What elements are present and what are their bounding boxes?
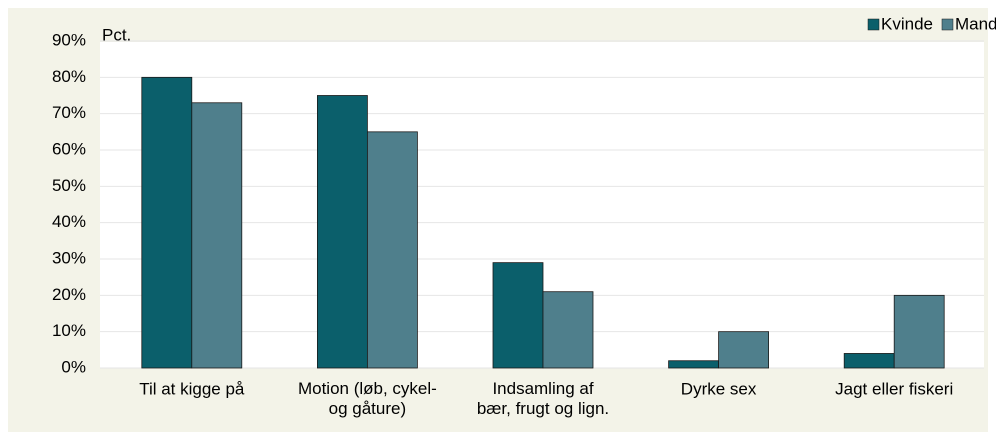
bar <box>141 76 193 369</box>
y-tick-label: 80% <box>52 67 86 86</box>
bar <box>492 262 544 369</box>
bar <box>668 360 719 369</box>
bar <box>316 95 368 369</box>
y-tick-label: 50% <box>52 176 86 195</box>
bar <box>366 131 418 369</box>
y-tick-label: 60% <box>52 139 86 158</box>
bar <box>843 353 895 369</box>
y-tick-label: 30% <box>52 248 86 267</box>
legend-label: Kvinde <box>881 14 933 33</box>
y-tick-label: 90% <box>52 30 86 49</box>
y-tick-label: 20% <box>52 285 86 304</box>
x-tick-label: Indsamling af bær, frugt og lign. <box>477 379 609 418</box>
y-tick-label: 70% <box>52 103 86 122</box>
legend-label: Mand <box>955 14 996 33</box>
x-tick-label: Til at kigge på <box>139 379 245 398</box>
x-tick-label: Dyrke sex <box>681 379 757 398</box>
bar <box>191 102 243 369</box>
y-axis-label: Pct. <box>102 25 131 44</box>
bar <box>718 331 769 369</box>
legend-swatch <box>941 18 954 31</box>
legend-swatch <box>867 18 880 31</box>
x-tick-label: Motion (løb, cykel-og gåture) <box>298 379 437 418</box>
y-tick-label: 0% <box>61 357 86 376</box>
x-tick-label: Jagt eller fiskeri <box>835 379 953 398</box>
y-tick-label: 10% <box>52 321 86 340</box>
bar <box>893 294 945 369</box>
y-tick-label: 40% <box>52 212 86 231</box>
bar <box>542 291 594 369</box>
